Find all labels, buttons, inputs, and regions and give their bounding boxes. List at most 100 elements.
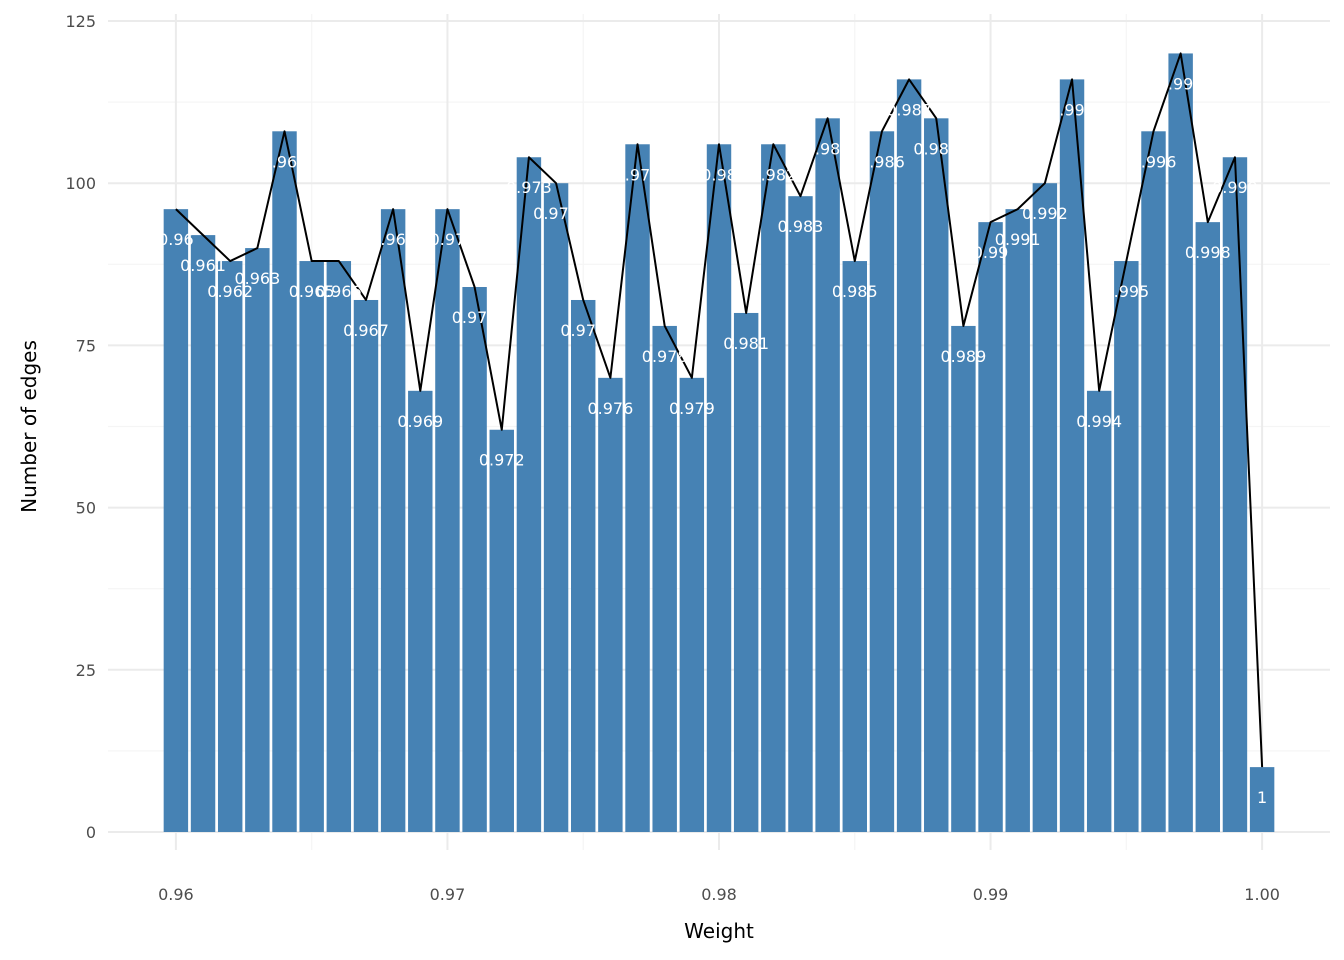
x-tick-label: 0.97 (430, 885, 466, 904)
bar (489, 429, 514, 832)
x-tick-label: 1.00 (1244, 885, 1280, 904)
bar (1059, 79, 1085, 833)
x-tick-label: 0.96 (158, 885, 194, 904)
bar (435, 209, 460, 833)
bar-label: 0.962 (207, 282, 253, 301)
bar (761, 144, 786, 833)
trend-line (175, 52, 1264, 768)
bar-label: 0.981 (723, 334, 769, 353)
bar-label: 0.998 (1185, 243, 1231, 262)
bar (652, 325, 677, 832)
bar-label: 0.99 (973, 243, 1009, 262)
bar-label: 0.994 (1076, 412, 1122, 431)
bar (1222, 157, 1248, 833)
bar-label: 0.997 (1158, 74, 1204, 93)
bar-label: 0.985 (832, 282, 878, 301)
x-tick-label: 0.99 (973, 885, 1009, 904)
bar (869, 131, 895, 832)
bar (380, 209, 406, 833)
bar (217, 261, 243, 832)
bar-label: 0.979 (669, 399, 715, 418)
bar (462, 287, 487, 832)
series-line (175, 52, 1264, 768)
bar-label: 0.984 (805, 139, 851, 158)
bar (543, 183, 569, 832)
bar (1032, 183, 1058, 832)
bar-label: 0.976 (587, 399, 633, 418)
x-tick-label: 0.98 (701, 885, 737, 904)
bar (951, 325, 976, 832)
bar (733, 312, 759, 833)
bar (625, 144, 650, 833)
bar (1168, 53, 1193, 832)
bar (353, 299, 379, 832)
bar-label: 0.965 (289, 282, 335, 301)
bar (299, 261, 324, 832)
y-axis-title: Number of edges (17, 340, 41, 513)
bar-label: 1 (1257, 788, 1267, 807)
y-tick-label: 125 (65, 12, 96, 31)
bar (190, 235, 216, 832)
bar-label: 0.964 (262, 152, 308, 171)
bar-label: 0.969 (397, 412, 443, 431)
bar-label: 0.982 (750, 165, 796, 184)
bar-label: 0.971 (452, 308, 498, 327)
axis-ticks: 0.96 0.97 0.98 0.99 1.00 0 25 50 75 100 125 (65, 12, 1279, 904)
bar (788, 196, 813, 832)
bar-label: 0.978 (642, 347, 688, 366)
bar (842, 261, 867, 832)
x-axis-title: Weight (684, 919, 754, 943)
bar (1141, 131, 1166, 832)
bar-label: 0.996 (1131, 152, 1177, 171)
y-tick-label: 0 (86, 823, 96, 842)
bar-label: 0.97 (430, 230, 466, 249)
bar (272, 131, 297, 832)
bar (679, 377, 705, 832)
bar (571, 299, 596, 832)
bar-label: 0.963 (234, 269, 280, 288)
bar (706, 144, 732, 833)
bar (163, 209, 189, 833)
bar-label: 0.96 (158, 230, 194, 249)
bar (1114, 261, 1139, 832)
bar (1249, 767, 1275, 832)
bar-label: 0.992 (1022, 204, 1068, 223)
bar-label: 0.974 (533, 204, 579, 223)
bar (1086, 390, 1112, 832)
bar-label: 0.987 (886, 100, 932, 119)
bar-label: 0.986 (859, 152, 905, 171)
y-tick-label: 50 (76, 499, 96, 518)
bar-label: 0.975 (560, 321, 606, 340)
bars (163, 53, 1275, 833)
bar-label: 0.973 (506, 178, 552, 197)
bar (598, 377, 623, 832)
bar-label: 0.991 (995, 230, 1041, 249)
bar (408, 390, 433, 832)
bar-label: 0.989 (940, 347, 986, 366)
bar-label: 0.961 (180, 256, 226, 275)
bar (978, 222, 1003, 833)
bar-label: 0.98 (701, 165, 737, 184)
bar-label: 0.999 (1212, 178, 1258, 197)
bar-label: 0.967 (343, 321, 389, 340)
y-tick-label: 25 (76, 661, 96, 680)
bar-label: 0.993 (1049, 100, 1095, 119)
bar (326, 261, 352, 832)
bar-label: 0.966 (316, 282, 362, 301)
y-tick-label: 100 (65, 174, 96, 193)
bar (924, 118, 949, 832)
bar-label: 0.972 (479, 451, 525, 470)
bar (896, 79, 922, 833)
bar-label: 0.995 (1103, 282, 1149, 301)
bar-label: 0.977 (615, 165, 661, 184)
bar-label: 0.983 (778, 217, 824, 236)
bar (1195, 222, 1221, 833)
y-tick-label: 75 (76, 336, 96, 355)
bar-label: 0.988 (913, 139, 959, 158)
bar (815, 118, 840, 832)
bar (1005, 209, 1030, 833)
bar-label: 0.968 (370, 230, 416, 249)
